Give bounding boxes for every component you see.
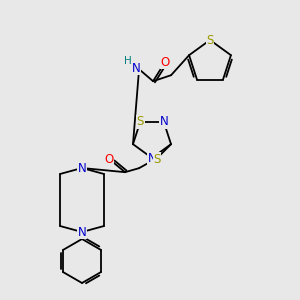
Text: N: N — [132, 62, 140, 75]
Text: S: S — [206, 34, 214, 46]
Text: H: H — [124, 56, 132, 66]
Text: O: O — [160, 56, 170, 69]
Text: S: S — [136, 115, 144, 128]
Text: N: N — [159, 115, 168, 128]
Text: S: S — [153, 153, 161, 166]
Text: N: N — [78, 226, 86, 238]
Text: N: N — [148, 152, 156, 164]
Text: N: N — [78, 161, 86, 175]
Text: O: O — [104, 153, 114, 166]
